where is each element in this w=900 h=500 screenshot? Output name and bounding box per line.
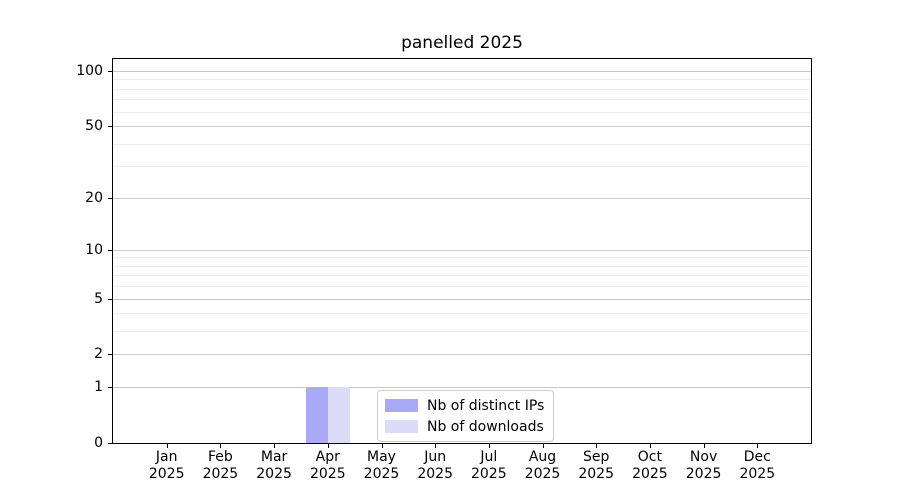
gridline-minor-7 [113,275,811,277]
plot-area: Nb of distinct IPs Nb of downloads [112,58,812,444]
gridline-minor-30 [113,166,811,168]
x-tick-label-aug: Aug 2025 [524,449,561,482]
gridline-minor-60 [113,111,811,113]
y-tick-100 [108,70,112,72]
gridline-minor-8 [113,265,811,267]
gridline-major-20 [113,197,811,199]
gridline-minor-3 [113,331,811,333]
x-tick-aug [542,444,544,448]
legend: Nb of distinct IPs Nb of downloads [377,390,555,442]
y-tick-2 [108,354,112,356]
x-tick-label-jun: Jun 2025 [417,449,453,482]
legend-item-downloads: Nb of downloads [385,417,544,436]
x-tick-label-oct: Oct 2025 [632,449,668,482]
x-tick-label-mar: Mar 2025 [256,449,292,482]
gridline-minor-80 [113,88,811,90]
x-tick-label-may: May 2025 [363,449,400,482]
y-tick-label-10: 10 [85,241,103,258]
x-tick-oct [649,444,651,448]
gridline-minor-70 [113,99,811,101]
x-tick-may [381,444,383,448]
gridline-major-100 [113,70,811,72]
x-tick-label-feb: Feb 2025 [202,449,239,482]
gridline-major-2 [113,354,811,356]
gridline-minor-4 [113,313,811,315]
gridline-major-1 [113,387,811,389]
y-tick-label-2: 2 [94,346,103,363]
bar-nb-of-distinct-ips-apr-2025 [305,387,328,443]
gridline-minor-6 [113,286,811,288]
x-tick-apr [327,444,329,448]
legend-label-downloads: Nb of downloads [427,418,544,435]
y-tick-20 [108,197,112,199]
x-tick-jan [166,444,168,448]
x-tick-nov [703,444,705,448]
x-tick-feb [220,444,222,448]
y-tick-0 [108,443,112,444]
y-tick-label-5: 5 [94,290,103,307]
y-tick-label-100: 100 [76,62,103,79]
x-tick-sep [596,444,598,448]
y-tick-label-50: 50 [85,118,103,134]
legend-label-distinct-ips: Nb of distinct IPs [427,397,545,414]
y-tick-1 [108,387,112,389]
legend-swatch-downloads-icon [385,420,418,433]
x-tick-dec [757,444,759,448]
y-tick-10 [108,249,112,251]
x-tick-label-nov: Nov 2025 [685,449,722,482]
x-tick-label-jan: Jan 2025 [148,449,185,482]
gridline-major-5 [113,298,811,300]
legend-item-distinct-ips: Nb of distinct IPs [385,396,544,415]
y-tick-label-0: 0 [94,435,103,451]
bar-nb-of-downloads-apr-2025 [327,387,350,443]
gridline-minor-90 [113,79,811,81]
x-tick-label-apr: Apr 2025 [309,449,346,482]
chart-title: panelled 2025 [401,33,523,53]
gridline-major-10 [113,249,811,251]
gridline-major-50 [113,126,811,127]
gridline-minor-9 [113,257,811,259]
x-tick-mar [274,444,276,448]
x-tick-jun [435,444,437,448]
y-tick-5 [108,298,112,300]
y-tick-50 [108,126,112,127]
gridline-minor-40 [113,143,811,145]
legend-swatch-distinct-ips-icon [385,399,418,412]
x-tick-label-dec: Dec 2025 [739,449,776,482]
x-tick-label-jul: Jul 2025 [470,449,507,482]
x-tick-label-sep: Sep 2025 [578,449,614,482]
y-tick-label-1: 1 [94,379,103,396]
y-tick-label-20: 20 [85,189,103,206]
x-tick-jul [488,444,490,448]
